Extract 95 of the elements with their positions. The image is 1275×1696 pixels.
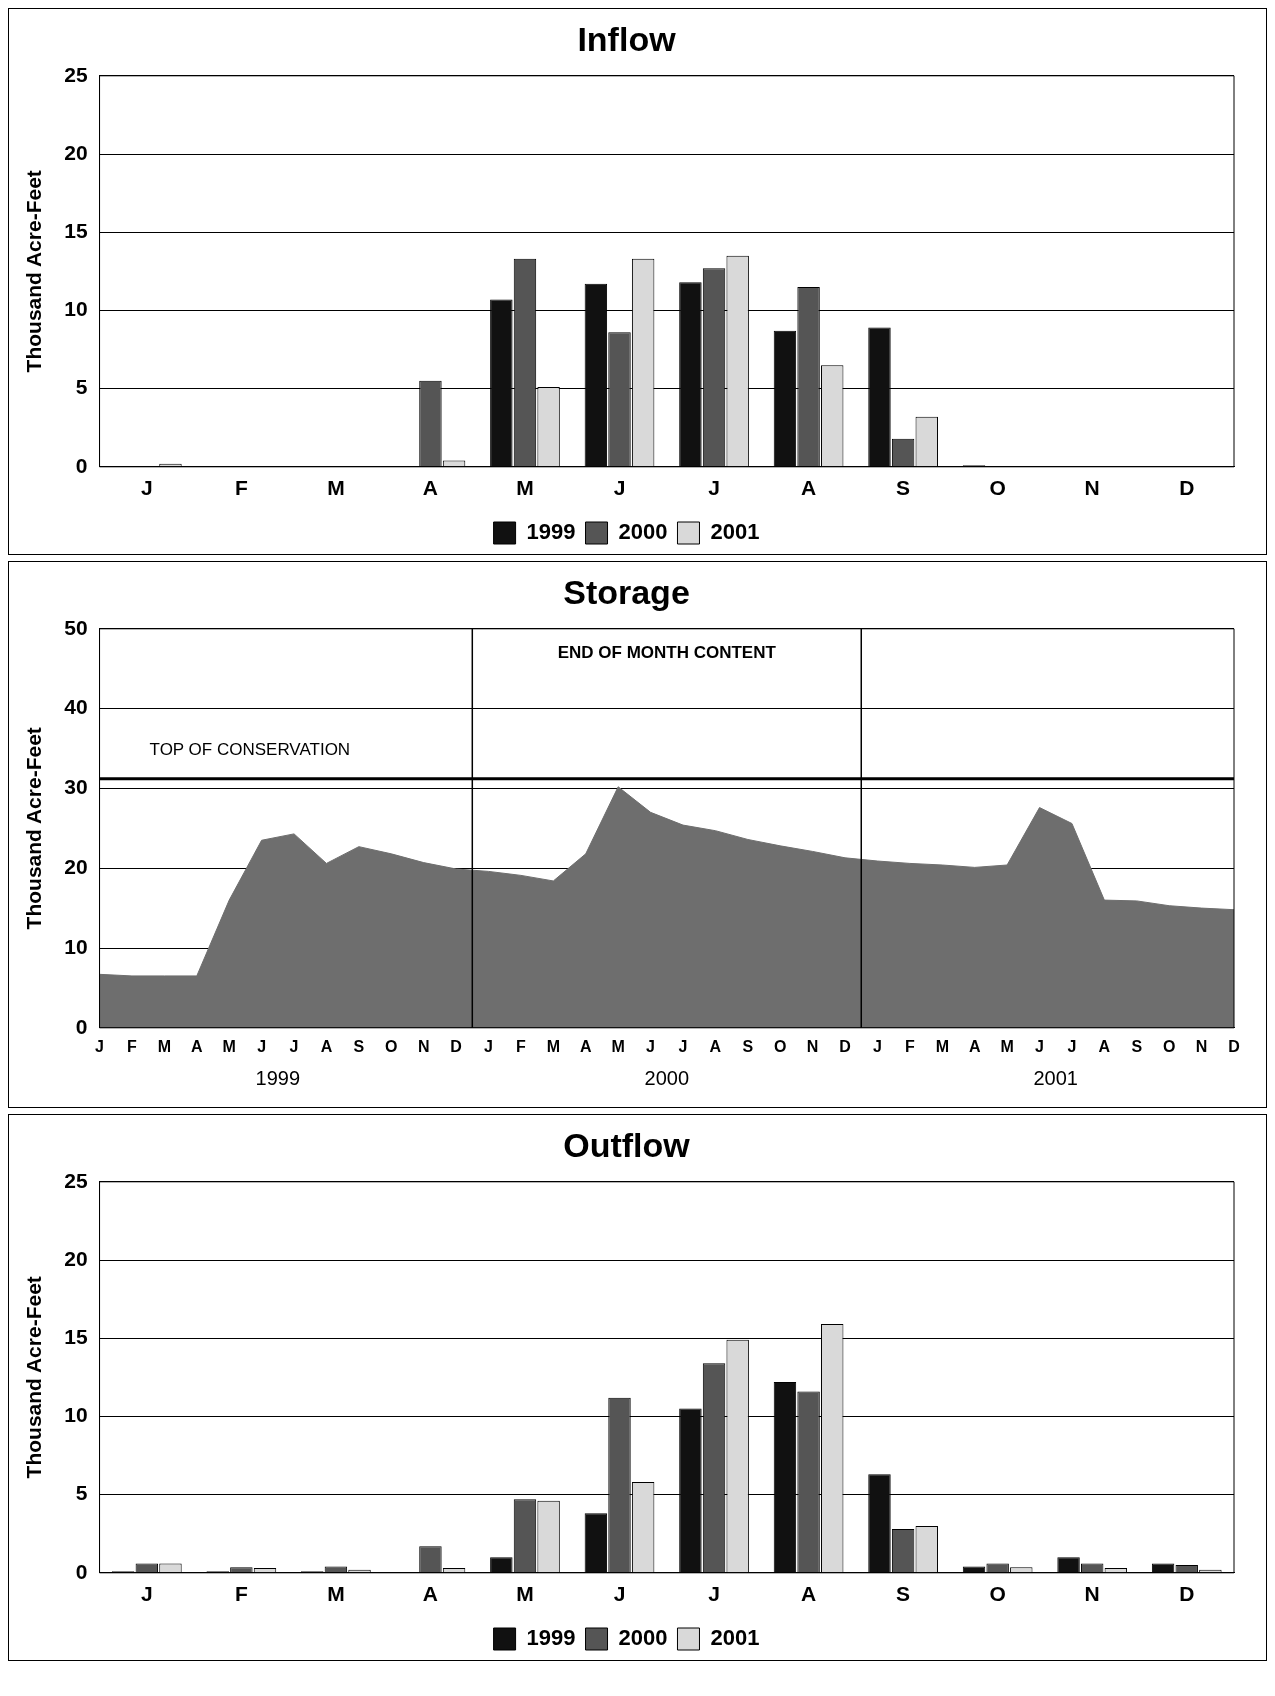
x-tick-label: F bbox=[516, 1037, 527, 1055]
y-axis-title: Thousand Acre-Feet bbox=[22, 1276, 46, 1479]
x-tick-label: F bbox=[234, 1582, 248, 1606]
x-tick-label: A bbox=[579, 1037, 592, 1055]
chart-title: Inflow bbox=[577, 19, 677, 58]
x-tick-label: J bbox=[708, 1582, 720, 1606]
y-axis-title: Thousand Acre-Feet bbox=[22, 170, 46, 373]
y-axis-title: Thousand Acre-Feet bbox=[22, 727, 46, 930]
x-tick-label: M bbox=[1000, 1037, 1014, 1055]
y-tick-label: 25 bbox=[64, 62, 88, 86]
x-tick-label: D bbox=[1179, 1582, 1195, 1606]
x-tick-label: D bbox=[839, 1037, 851, 1055]
x-tick-label: A bbox=[1098, 1037, 1111, 1055]
x-tick-label: F bbox=[127, 1037, 138, 1055]
x-tick-label: O bbox=[385, 1037, 398, 1055]
legend-label: 2001 bbox=[710, 519, 760, 545]
x-tick-label: S bbox=[896, 476, 911, 500]
legend-label: 1999 bbox=[526, 1625, 576, 1651]
x-tick-label: J bbox=[140, 1582, 153, 1606]
x-tick-label: J bbox=[95, 1037, 105, 1055]
x-tick-label: J bbox=[257, 1037, 267, 1055]
x-tick-label: A bbox=[320, 1037, 333, 1055]
text: 1999 bbox=[255, 1067, 301, 1090]
text: 2000 bbox=[644, 1067, 690, 1090]
x-tick-label: J bbox=[289, 1037, 299, 1055]
y-tick-label: 15 bbox=[64, 219, 88, 242]
y-tick-label: 20 bbox=[64, 855, 88, 878]
x-tick-label: S bbox=[353, 1037, 365, 1055]
x-tick-label: J bbox=[678, 1037, 688, 1055]
x-tick-label: J bbox=[708, 476, 720, 500]
y-tick-label: 5 bbox=[75, 1481, 88, 1505]
x-tick-label: A bbox=[968, 1037, 981, 1055]
x-tick-label: F bbox=[234, 476, 248, 500]
x-tick-label: M bbox=[611, 1037, 625, 1055]
x-tick-label: A bbox=[422, 476, 439, 500]
y-tick-label: 40 bbox=[64, 695, 88, 719]
x-tick-label: A bbox=[709, 1037, 722, 1055]
y-tick-label: 30 bbox=[64, 775, 88, 799]
y-tick-label: 20 bbox=[64, 140, 88, 164]
x-tick-label: A bbox=[191, 1037, 204, 1055]
x-tick-label: M bbox=[516, 1582, 534, 1606]
y-tick-label: 10 bbox=[64, 297, 88, 321]
x-tick-label: D bbox=[450, 1037, 462, 1055]
x-tick-label: S bbox=[742, 1037, 754, 1055]
chart-title: Outflow bbox=[563, 1125, 691, 1164]
y-tick-label: 0 bbox=[75, 453, 88, 477]
x-tick-label: O bbox=[989, 476, 1006, 500]
y-tick-label: 10 bbox=[64, 1403, 88, 1427]
x-tick-label: M bbox=[157, 1037, 172, 1055]
x-tick-label: J bbox=[140, 476, 153, 500]
text: END OF MONTH CONTENT bbox=[557, 642, 777, 662]
x-tick-label: F bbox=[904, 1037, 915, 1055]
x-tick-label: O bbox=[1162, 1037, 1176, 1055]
x-tick-label: N bbox=[1195, 1037, 1208, 1055]
ref-line-label: TOP OF CONSERVATION bbox=[149, 740, 351, 760]
x-tick-label: M bbox=[935, 1037, 949, 1055]
x-tick-label: J bbox=[1067, 1037, 1077, 1055]
x-tick-label: J bbox=[613, 476, 626, 500]
x-tick-label: A bbox=[422, 1582, 439, 1606]
x-tick-label: J bbox=[873, 1037, 882, 1055]
x-tick-label: D bbox=[1228, 1037, 1240, 1055]
x-tick-label: S bbox=[1131, 1037, 1143, 1055]
legend-label: 2000 bbox=[618, 1625, 668, 1651]
x-tick-label: D bbox=[1179, 476, 1195, 500]
x-tick-label: J bbox=[613, 1582, 626, 1606]
y-tick-label: 15 bbox=[64, 1325, 88, 1348]
x-tick-label: J bbox=[646, 1037, 656, 1055]
x-tick-label: N bbox=[1084, 476, 1100, 500]
y-tick-label: 25 bbox=[64, 1168, 88, 1192]
chart-title: Storage bbox=[563, 572, 690, 611]
y-tick-label: 5 bbox=[75, 375, 88, 399]
legend-label: 1999 bbox=[526, 519, 576, 545]
x-tick-label: M bbox=[516, 476, 534, 500]
y-tick-label: 10 bbox=[64, 934, 88, 958]
x-tick-label: S bbox=[896, 1582, 911, 1606]
legend-label: 2000 bbox=[618, 519, 668, 545]
x-tick-label: J bbox=[1035, 1037, 1044, 1055]
x-tick-label: O bbox=[989, 1582, 1006, 1606]
text: 2001 bbox=[1033, 1067, 1078, 1090]
x-tick-label: N bbox=[806, 1037, 819, 1055]
x-tick-label: O bbox=[774, 1037, 787, 1055]
x-tick-label: M bbox=[546, 1037, 560, 1055]
y-tick-label: 50 bbox=[64, 615, 88, 639]
y-tick-label: 0 bbox=[75, 1559, 88, 1583]
x-tick-label: M bbox=[327, 476, 345, 500]
x-tick-label: J bbox=[484, 1037, 493, 1055]
x-tick-label: A bbox=[801, 1582, 817, 1606]
y-tick-label: 20 bbox=[64, 1246, 88, 1270]
y-tick-label: 0 bbox=[75, 1014, 88, 1038]
x-tick-label: A bbox=[801, 476, 817, 500]
x-tick-label: N bbox=[417, 1037, 430, 1055]
x-tick-label: M bbox=[222, 1037, 236, 1055]
legend-label: 2001 bbox=[710, 1625, 760, 1651]
x-tick-label: N bbox=[1084, 1582, 1100, 1606]
x-tick-label: M bbox=[327, 1582, 345, 1606]
